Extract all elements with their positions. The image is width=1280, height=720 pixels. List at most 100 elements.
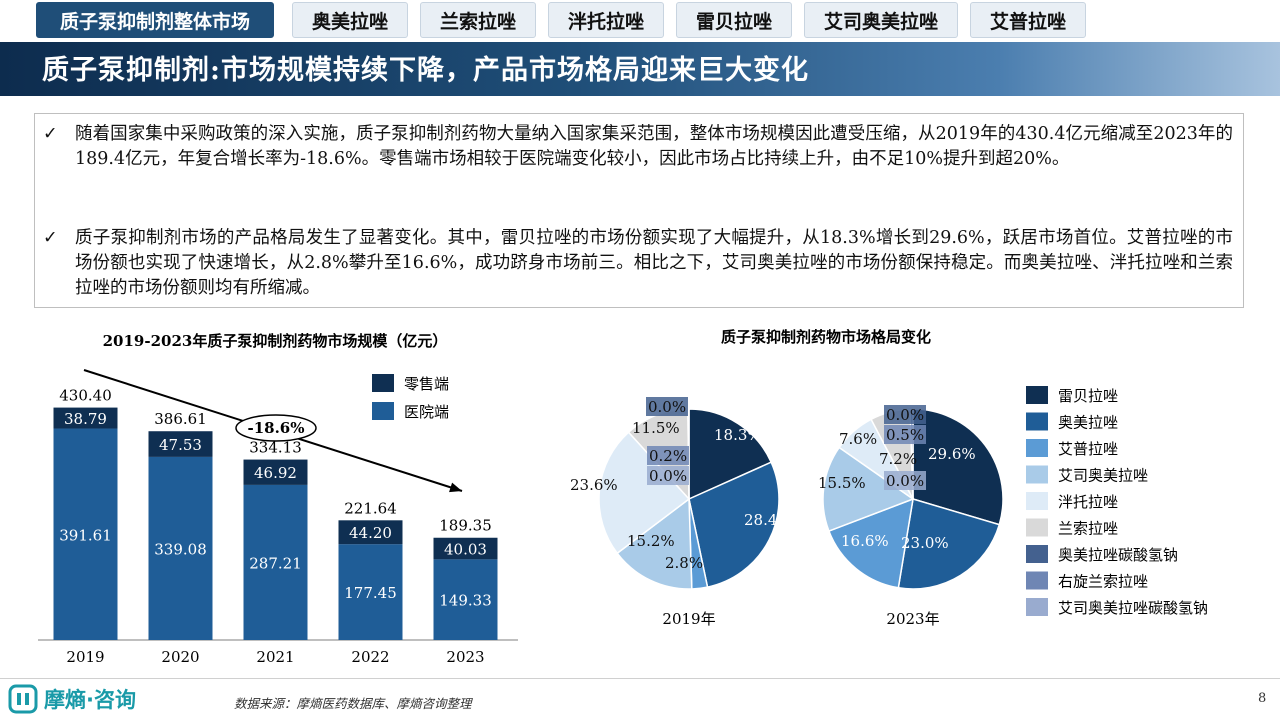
bar-total-label: 334.13 <box>249 439 302 457</box>
bar-label-retail: 44.20 <box>349 524 392 542</box>
pie-slice-label: 16.6% <box>841 532 889 550</box>
company-logo: 摩熵·咨询 <box>8 682 136 716</box>
legend-label: 艾司奥美拉唑碳酸氢钠 <box>1058 599 1208 617</box>
pie-slice <box>897 498 1001 590</box>
pie-year-label: 2019年 <box>662 610 715 628</box>
pie-slice-label: 0.0% <box>886 406 924 424</box>
tab-pantoprazole[interactable]: 泮托拉唑 <box>548 2 664 38</box>
bar-total-label: 430.40 <box>59 387 112 405</box>
pie-slice-label: 15.5% <box>818 474 866 492</box>
bullet-text: 质子泵抑制剂市场的产品格局发生了显著变化。其中，雷贝拉唑的市场份额实现了大幅提升… <box>75 228 1233 298</box>
bar-retail <box>53 407 118 429</box>
pie-slice-label: 0.0% <box>886 472 924 490</box>
legend-label: 右旋兰索拉唑 <box>1058 573 1148 591</box>
pie-slice-label: 15.2% <box>627 532 675 550</box>
logo-text: 摩熵·咨询 <box>44 688 136 712</box>
tab-ilaprazole[interactable]: 艾普拉唑 <box>970 2 1086 38</box>
legend-label: 奥美拉唑 <box>1058 414 1118 432</box>
cagr-badge <box>235 414 317 442</box>
legend-swatch <box>1026 492 1048 510</box>
bar-hospital <box>243 484 308 640</box>
bar-total-label: 189.35 <box>439 517 492 535</box>
x-tick-label: 2023 <box>446 648 484 666</box>
legend-label: 艾司奥美拉唑 <box>1058 467 1148 485</box>
x-tick-label: 2021 <box>256 648 294 666</box>
title-banner: 质子泵抑制剂:市场规模持续下降，产品市场格局迎来巨大变化 <box>0 42 1280 96</box>
legend-swatch <box>1026 598 1048 616</box>
x-tick-label: 2020 <box>161 648 199 666</box>
legend-swatch <box>1026 571 1048 590</box>
pie-slice-label: 2.8% <box>665 554 703 572</box>
pie-slice-label: 0.2% <box>649 447 687 465</box>
pie-slice <box>827 497 914 589</box>
market-size-bar-chart: 2019-2023年质子泵抑制剂药物市场规模（亿元） 391.61 38.79 430… <box>38 332 518 666</box>
bar-label-retail: 40.03 <box>444 541 487 559</box>
legend-label: 泮托拉唑 <box>1058 493 1118 511</box>
tab-lansoprazole[interactable]: 兰索拉唑 <box>420 2 536 38</box>
pie-slice <box>822 446 915 533</box>
bar-label-hospital: 287.21 <box>249 554 302 572</box>
legend-swatch <box>1026 412 1048 431</box>
legend-label: 雷贝拉唑 <box>1058 387 1118 405</box>
pie-slice-label: 23.0% <box>901 534 949 552</box>
bar-hospital <box>433 559 498 640</box>
pie-label-box <box>646 397 688 416</box>
legend-label: 医院端 <box>404 403 449 421</box>
legend-swatch <box>1026 545 1048 563</box>
pie-slice-label: 0.0% <box>649 467 687 485</box>
tab-ppi-overall[interactable]: 质子泵抑制剂整体市场 <box>36 2 274 38</box>
bar-hospital <box>53 428 118 640</box>
bar-retail <box>148 431 213 457</box>
bar-total-label: 386.61 <box>154 410 207 428</box>
pie-slice-label: 28.4% <box>744 511 792 529</box>
page-number: 8 <box>1258 691 1267 706</box>
bar-retail <box>338 520 403 545</box>
pie-slice <box>912 408 1004 526</box>
pie-slice-label: 7.2% <box>879 450 917 468</box>
legend-label: 艾普拉唑 <box>1058 440 1118 458</box>
bar-label-hospital: 149.33 <box>439 592 492 610</box>
pie-chart-title: 质子泵抑制剂药物市场格局变化 <box>721 328 931 346</box>
bullet-text: 随着国家集中采购政策的深入实施，质子泵抑制剂药物大量纳入国家集采范围，整体市场规… <box>75 124 1233 169</box>
page-title: 质子泵抑制剂:市场规模持续下降，产品市场格局迎来巨大变化 <box>42 55 809 86</box>
x-tick-label: 2019 <box>66 648 104 666</box>
bar-retail <box>433 537 498 560</box>
pie-slice <box>598 431 691 555</box>
bar-hospital <box>338 544 403 640</box>
chart-title: 2019-2023年质子泵抑制剂药物市场规模（亿元） <box>103 332 448 350</box>
legend-swatch <box>1026 386 1048 404</box>
pie-year-label: 2023年 <box>886 610 939 628</box>
pie-slice-label: 0.0% <box>648 398 686 416</box>
bar-label-retail: 47.53 <box>159 436 202 454</box>
bar-label-hospital: 177.45 <box>344 584 397 602</box>
pie-slice-label: 29.6% <box>928 445 976 463</box>
bar-label-retail: 46.92 <box>254 464 297 482</box>
check-icon: ✓ <box>43 124 58 144</box>
pie-slice <box>616 497 693 590</box>
legend-swatch <box>1026 439 1048 457</box>
pie-slice <box>688 408 773 501</box>
pie-label-box <box>884 405 926 424</box>
tab-rabeprazole[interactable]: 雷贝拉唑 <box>676 2 792 38</box>
legend-swatch <box>372 402 394 420</box>
check-icon: ✓ <box>43 228 58 248</box>
pie-label-box <box>884 471 926 490</box>
legend-swatch <box>1026 518 1048 537</box>
x-tick-label: 2022 <box>351 648 389 666</box>
pie-label-box <box>647 446 689 465</box>
bullet-1: ✓ 随着国家集中采购政策的深入实施，质子泵抑制剂药物大量纳入国家集采范围，整体市… <box>43 122 1233 172</box>
data-source: 数据来源：摩熵医药数据库、摩熵咨询整理 <box>234 696 472 711</box>
footer-divider <box>0 678 1280 679</box>
trend-arrowhead <box>449 482 462 493</box>
pie-label-box <box>647 466 689 485</box>
legend-label: 兰索拉唑 <box>1058 520 1118 538</box>
tab-esomeprazole[interactable]: 艾司奥美拉唑 <box>804 2 958 38</box>
tab-bar: 质子泵抑制剂整体市场 奥美拉唑 兰索拉唑 泮托拉唑 雷贝拉唑 艾司奥美拉唑 艾普… <box>0 0 1280 42</box>
bar-hospital <box>148 456 213 640</box>
summary-box: ✓ 随着国家集中采购政策的深入实施，质子泵抑制剂药物大量纳入国家集采范围，整体市… <box>34 113 1244 308</box>
bar-retail <box>243 459 308 485</box>
pie-slice-label: 18.3% <box>714 426 762 444</box>
tab-omeprazole[interactable]: 奥美拉唑 <box>292 2 408 38</box>
cagr-label: -18.6% <box>247 419 304 437</box>
legend-swatch <box>1026 465 1048 484</box>
